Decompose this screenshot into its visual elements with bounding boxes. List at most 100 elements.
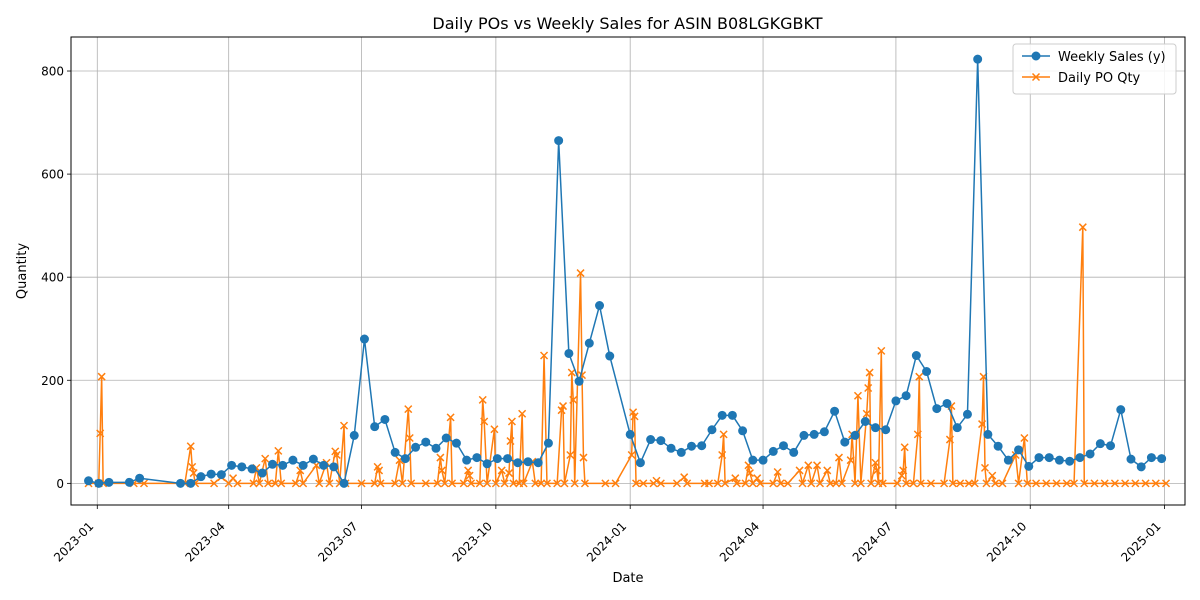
data-point <box>1062 479 1071 488</box>
data-point <box>1161 479 1171 488</box>
data-point <box>940 479 949 488</box>
data-point <box>299 479 308 488</box>
data-point <box>1116 405 1126 415</box>
data-point <box>1042 479 1051 488</box>
data-point <box>398 479 407 488</box>
data-point <box>237 462 247 472</box>
plot-series <box>84 54 1171 488</box>
data-point <box>1078 223 1087 232</box>
data-point <box>993 441 1003 451</box>
data-point <box>189 469 198 478</box>
series-weekly-sales <box>84 54 1167 488</box>
data-point <box>497 466 506 475</box>
data-point <box>922 367 932 377</box>
data-point <box>732 479 741 488</box>
data-point <box>227 460 237 470</box>
data-point <box>769 479 778 488</box>
data-point <box>783 479 792 488</box>
data-point <box>483 479 492 488</box>
data-point <box>799 430 809 440</box>
data-point <box>264 479 273 488</box>
chart-title: Daily POs vs Weekly Sales for ASIN B08LG… <box>432 14 822 33</box>
data-point <box>261 454 270 463</box>
data-point <box>1121 479 1130 488</box>
legend-swatch-marker <box>1031 51 1041 61</box>
data-point <box>523 457 533 467</box>
data-point <box>970 479 979 488</box>
data-point <box>370 422 380 432</box>
x-tick-label: 2023-04 <box>182 519 227 564</box>
x-axis-label: Date <box>612 571 643 586</box>
data-point <box>308 454 318 464</box>
data-point <box>807 479 816 488</box>
data-point <box>404 405 413 414</box>
data-point <box>249 479 258 488</box>
data-point <box>850 430 860 440</box>
data-point <box>579 453 588 462</box>
data-point <box>1024 461 1034 471</box>
data-point <box>370 479 379 488</box>
data-point <box>288 455 298 465</box>
data-point <box>569 395 578 404</box>
data-point <box>840 437 850 447</box>
data-point <box>856 479 865 488</box>
data-point <box>978 420 987 429</box>
data-point <box>1100 479 1109 488</box>
data-point <box>795 466 804 475</box>
data-point <box>878 479 887 488</box>
data-point <box>945 435 954 444</box>
data-point <box>656 479 665 488</box>
data-point <box>656 436 666 446</box>
data-point <box>853 391 862 400</box>
data-point <box>871 458 880 467</box>
data-point <box>391 479 400 488</box>
data-point <box>627 450 636 460</box>
data-point <box>964 479 973 488</box>
data-point <box>973 54 983 64</box>
data-point <box>1110 479 1119 488</box>
data-point <box>467 479 476 488</box>
data-point <box>480 417 489 426</box>
data-point <box>860 417 870 427</box>
data-point <box>400 454 410 464</box>
data-point <box>436 453 445 462</box>
data-point <box>96 429 105 438</box>
data-point <box>988 471 997 480</box>
data-point <box>135 473 145 483</box>
data-point <box>500 479 509 488</box>
data-point <box>315 479 324 488</box>
data-point <box>247 464 257 474</box>
data-point <box>813 461 822 470</box>
data-point <box>210 479 219 488</box>
data-point <box>748 455 758 465</box>
data-point <box>1054 455 1064 465</box>
y-tick-label: 200 <box>41 374 64 388</box>
data-point <box>707 425 717 435</box>
data-point <box>564 348 574 358</box>
data-point <box>991 479 1000 488</box>
data-point <box>411 442 421 452</box>
data-point <box>956 479 965 488</box>
series-line <box>88 58 1162 485</box>
data-point <box>325 479 334 488</box>
data-point <box>611 479 620 488</box>
data-point <box>913 430 922 439</box>
data-point <box>446 413 455 422</box>
data-point <box>1090 479 1099 488</box>
data-point <box>646 435 656 445</box>
data-point <box>1075 453 1085 463</box>
data-point <box>357 479 366 488</box>
data-point <box>576 269 585 278</box>
data-point <box>901 391 911 401</box>
data-point <box>186 442 195 451</box>
data-point <box>778 441 788 451</box>
data-point <box>846 456 855 465</box>
data-point <box>948 479 957 488</box>
data-point <box>329 462 339 472</box>
data-point <box>1126 454 1136 464</box>
data-point <box>635 458 645 468</box>
data-point <box>867 479 876 488</box>
data-point <box>291 479 300 488</box>
data-point <box>982 479 991 488</box>
data-point <box>932 404 942 414</box>
